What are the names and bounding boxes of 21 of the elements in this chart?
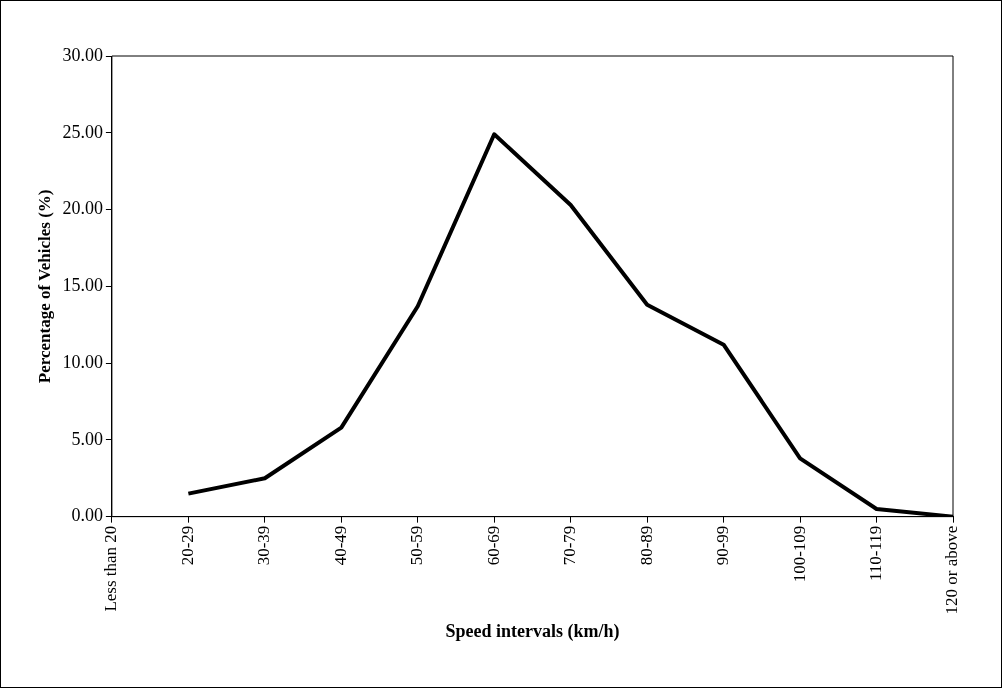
x-tick-label: 60-69 — [483, 525, 503, 566]
y-axis-title: Percentage of Vehicles (%) — [34, 189, 54, 384]
y-tick-label: 0.00 — [71, 505, 103, 526]
y-tick-label: 15.00 — [62, 275, 103, 296]
x-axis-title: Speed intervals (km/h) — [445, 620, 620, 642]
x-tick-label: 110-119 — [866, 525, 886, 582]
x-tick-label: 100-109 — [789, 525, 809, 583]
y-tick-label: 10.00 — [62, 351, 103, 372]
x-tick-label: 30-39 — [254, 525, 274, 566]
y-tick-label: 30.00 — [62, 44, 103, 65]
y-tick-label: 25.00 — [62, 121, 103, 142]
x-tick-label: 40-49 — [330, 525, 350, 566]
y-tick-label: 20.00 — [62, 198, 103, 219]
x-tick-label: Less than 20 — [101, 525, 121, 612]
y-tick-label: 5.00 — [71, 428, 103, 449]
x-tick-label: 70-79 — [560, 525, 580, 566]
x-tick-label: 80-89 — [636, 525, 656, 566]
x-tick-label: 120 or above — [942, 525, 962, 615]
x-tick-label: 50-59 — [407, 525, 427, 566]
x-tick-label: 20-29 — [177, 525, 197, 566]
x-tick-label: 90-99 — [713, 525, 733, 566]
